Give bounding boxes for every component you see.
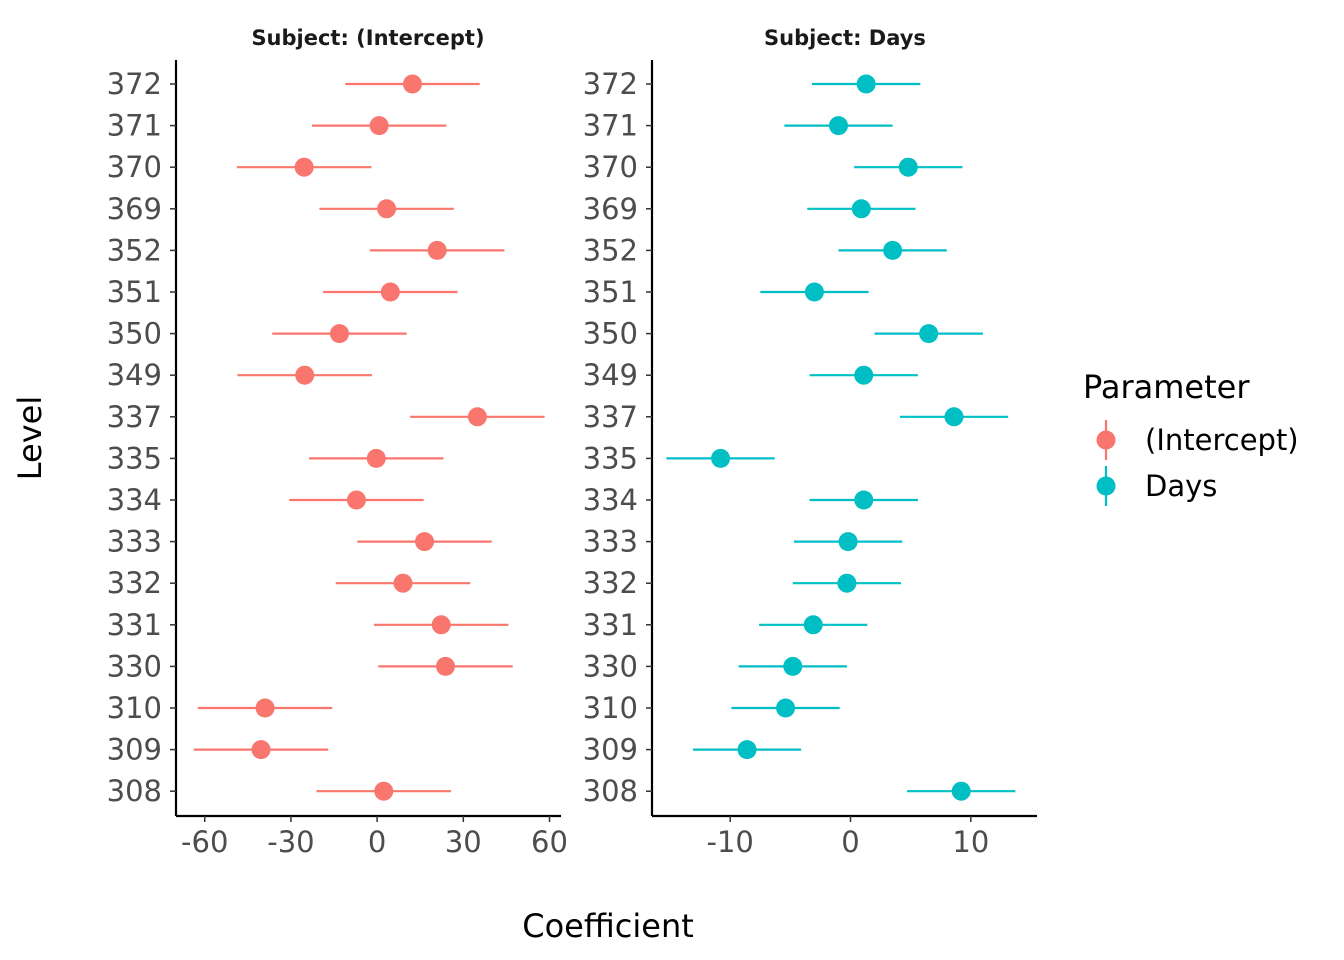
point-309 [737,740,757,760]
panel-intercept: Subject: (Intercept) 308 309 310 330 331 332 33… [107,26,568,859]
y-tick-label: 331 [107,608,162,642]
point-310 [255,698,275,718]
point-352 [883,240,903,260]
point-335 [366,448,386,468]
point-333 [838,532,858,552]
point-310 [776,698,796,718]
y-tick-label: 337 [583,400,638,434]
point-332 [837,573,857,593]
point-309 [251,740,271,760]
y-tick-label: 371 [583,109,638,143]
point-331 [431,615,451,635]
y-tick-label: 351 [583,275,638,309]
panel-title: Subject: (Intercept) [251,26,484,50]
panel-days: Subject: Days 308 309 310 330 331 332 333 334 335… [583,26,1037,859]
y-tick-label: 369 [583,192,638,226]
y-tick-label: 335 [583,441,638,475]
point-332 [393,573,413,593]
x-tick-label: 60 [531,825,568,859]
x-tick-label: 30 [445,825,482,859]
point-334 [854,490,874,510]
y-tick-label: 352 [583,233,638,267]
legend-key-dot [1096,430,1116,450]
point-369 [377,199,397,219]
y-tick-label: 351 [107,275,162,309]
point-330 [436,656,455,676]
point-371 [369,116,389,136]
y-tick-label: 309 [583,733,638,767]
y-tick-label: 372 [107,67,162,101]
y-tick-label: 369 [107,192,162,226]
y-tick-label: 370 [583,150,638,184]
legend-title: Parameter [1083,368,1250,406]
y-tick-label: 337 [107,400,162,434]
y-tick-label: 332 [107,566,162,600]
point-372 [402,74,422,94]
point-351 [804,282,824,302]
y-tick-label: 352 [107,233,162,267]
y-tick-label: 331 [583,608,638,642]
point-371 [828,116,848,136]
x-tick-label: 0 [368,825,386,859]
point-369 [851,199,871,219]
panel-title: Subject: Days [764,26,926,50]
x-tick-label: 0 [841,825,859,859]
y-tick-label: 333 [107,525,162,559]
y-tick-label: 349 [107,358,162,392]
x-tick-label: 10 [952,825,989,859]
point-308 [951,781,971,801]
y-tick-label: 370 [107,150,162,184]
point-350 [329,324,349,344]
y-tick-label: 350 [583,317,638,351]
y-tick-label: 330 [583,649,638,683]
y-tick-label: 310 [583,691,638,725]
point-333 [415,532,435,552]
point-331 [803,615,823,635]
y-axis-title: Level [11,396,49,480]
point-349 [295,365,315,385]
legend-label: Days [1145,469,1217,503]
x-tick-label: -30 [267,825,314,859]
y-tick-label: 332 [583,566,638,600]
legend-key-dot [1096,476,1116,496]
point-308 [374,781,394,801]
y-tick-label: 334 [583,483,638,517]
y-tick-label: 330 [107,649,162,683]
point-370 [898,157,918,177]
x-axis-title: Coefficient [522,907,694,945]
point-334 [346,490,366,510]
legend-label: (Intercept) [1145,423,1299,457]
y-tick-label: 308 [107,774,162,808]
y-tick-label: 371 [107,109,162,143]
y-tick-label: 333 [583,525,638,559]
point-349 [854,365,874,385]
y-tick-label: 309 [107,733,162,767]
y-tick-label: 372 [583,67,638,101]
y-tick-label: 310 [107,691,162,725]
point-350 [919,324,939,344]
point-351 [380,282,400,302]
point-335 [711,448,731,468]
x-tick-label: -10 [707,825,754,859]
x-tick-label: -60 [181,825,228,859]
panels-layer: Subject: (Intercept) 308 309 310 330 331 332 33… [107,26,1037,859]
y-tick-label: 350 [107,317,162,351]
y-tick-label: 335 [107,441,162,475]
y-tick-label: 349 [583,358,638,392]
point-337 [944,407,964,427]
point-370 [294,157,314,177]
point-352 [427,240,447,260]
legend-key-days [1096,466,1116,506]
point-372 [856,74,876,94]
y-tick-label: 308 [583,774,638,808]
point-330 [783,656,803,676]
legend: Parameter (Intercept) Days [1083,368,1299,506]
legend-key-intercept [1096,420,1116,460]
y-tick-label: 334 [107,483,162,517]
point-337 [467,407,487,427]
